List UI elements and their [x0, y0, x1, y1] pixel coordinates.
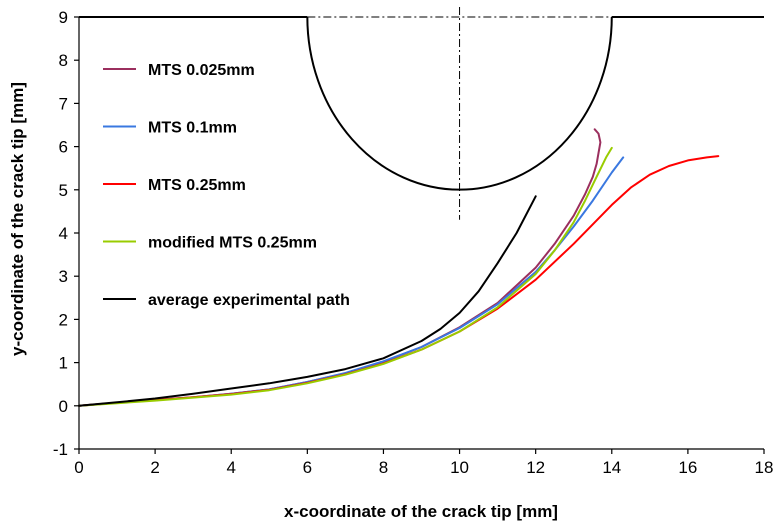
- series-line-modified-mts-0-25mm: [78, 146, 613, 407]
- x-tick-label: 6: [303, 458, 312, 477]
- series-group: [78, 128, 720, 407]
- y-tick-label: 4: [59, 224, 68, 243]
- x-tick-label: 0: [74, 458, 83, 477]
- y-tick-label: 6: [59, 138, 68, 157]
- y-tick-label: 7: [59, 94, 68, 113]
- legend-label: MTS 0.025mm: [148, 62, 255, 79]
- y-tick-label: 2: [59, 310, 68, 329]
- x-axis: 0 2 4 6 8 10 12 14 16 18: [74, 448, 774, 477]
- y-tick-label: -1: [53, 440, 68, 459]
- y-tick-label: 3: [59, 267, 68, 286]
- x-tick-label: 16: [678, 458, 697, 477]
- legend-label: MTS 0.1mm: [148, 120, 237, 137]
- x-axis-title: x-coordinate of the crack tip [mm]: [284, 502, 558, 521]
- y-tick-label: 8: [59, 51, 68, 70]
- legend: MTS 0.025mm MTS 0.1mm MTS 0.25mm modified M…: [103, 62, 350, 309]
- x-tick-label: 12: [526, 458, 545, 477]
- y-tick-label: 9: [59, 8, 68, 27]
- x-tick-label: 14: [602, 458, 621, 477]
- x-tick-label: 4: [226, 458, 235, 477]
- x-tick-label: 2: [150, 458, 159, 477]
- legend-label: modified MTS 0.25mm: [148, 235, 317, 252]
- y-axis-title: y-coordinate of the crack tip [mm]: [8, 82, 27, 356]
- y-tick-label: 0: [59, 397, 68, 416]
- x-tick-label: 8: [379, 458, 388, 477]
- y-axis: -1 0 1 2 3 4 5 6 7 8 9: [53, 8, 80, 459]
- legend-label: MTS 0.25mm: [148, 177, 246, 194]
- legend-label: average experimental path: [148, 292, 350, 309]
- notch-outline: [79, 7, 764, 220]
- series-line-mts-0-025mm: [78, 128, 602, 407]
- series-line-average-experimental-path: [78, 195, 537, 407]
- y-tick-label: 1: [59, 354, 68, 373]
- x-tick-label: 18: [755, 458, 774, 477]
- y-tick-label: 5: [59, 181, 68, 200]
- x-tick-label: 10: [450, 458, 469, 477]
- series-line-mts-0-1mm: [78, 156, 625, 407]
